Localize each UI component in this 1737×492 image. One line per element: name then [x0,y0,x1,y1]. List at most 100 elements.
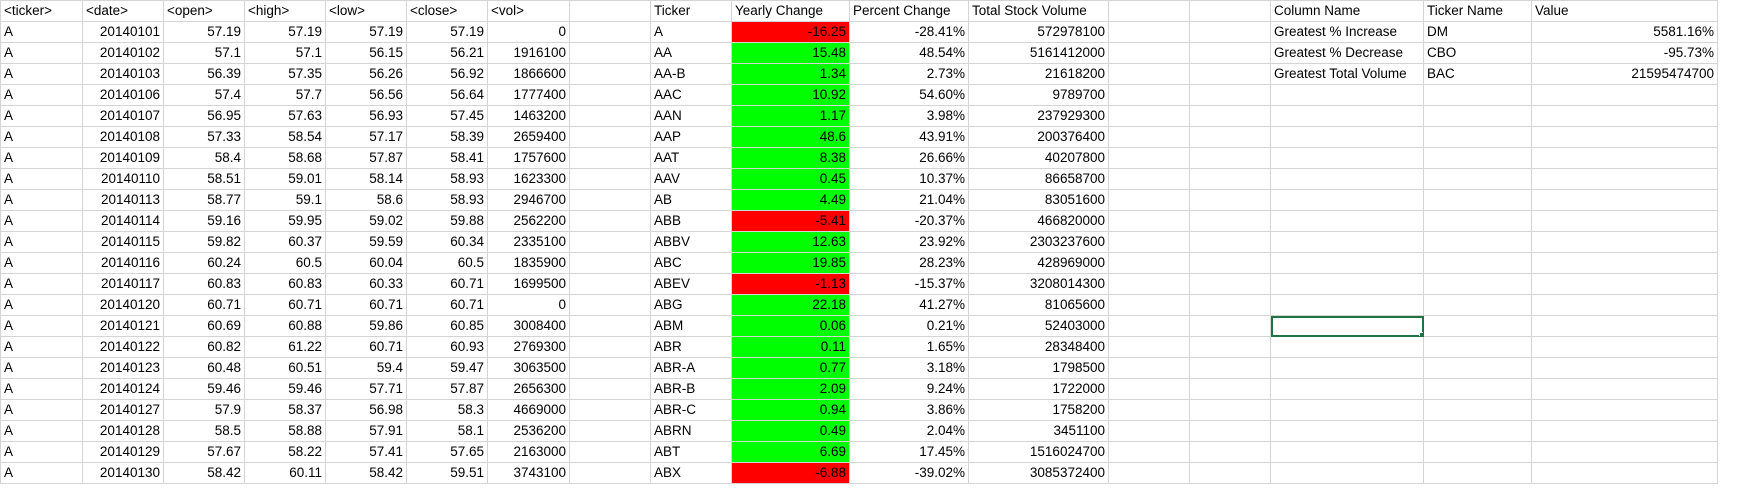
total-volume-cell[interactable]: 83051600 [968,189,1109,211]
raw-value-cell[interactable]: 1699500 [487,273,570,295]
empty-cell[interactable] [569,462,651,484]
raw-ticker-cell[interactable]: A [0,294,83,316]
raw-value-cell[interactable]: 20140127 [82,399,164,421]
greatest-value-cell[interactable]: 5581.16% [1531,21,1718,43]
summary-ticker-cell[interactable]: A [650,21,732,43]
empty-cell[interactable] [1423,315,1532,337]
raw-value-cell[interactable]: 2946700 [487,189,570,211]
raw-value-cell[interactable]: 60.69 [163,315,245,337]
raw-header-cell[interactable]: <vol> [487,0,570,22]
yearly-change-cell[interactable]: -1.13 [731,273,850,295]
raw-value-cell[interactable]: 20140109 [82,147,164,169]
raw-value-cell[interactable]: 0 [487,294,570,316]
empty-cell[interactable] [569,63,651,85]
empty-cell[interactable] [1270,357,1424,379]
summary-ticker-cell[interactable]: ABR-C [650,399,732,421]
raw-value-cell[interactable]: 20140128 [82,420,164,442]
raw-value-cell[interactable]: 1777400 [487,84,570,106]
yearly-change-cell[interactable]: 0.06 [731,315,850,337]
raw-value-cell[interactable]: 57.33 [163,126,245,148]
raw-value-cell[interactable]: 60.71 [325,294,407,316]
raw-ticker-cell[interactable]: A [0,189,83,211]
empty-cell[interactable] [1423,336,1532,358]
raw-header-cell[interactable]: <ticker> [0,0,83,22]
raw-value-cell[interactable]: 59.46 [244,378,326,400]
raw-header-cell[interactable]: <low> [325,0,407,22]
empty-cell[interactable] [1531,84,1718,106]
empty-cell[interactable] [1189,357,1271,379]
summary-ticker-cell[interactable]: AAC [650,84,732,106]
empty-cell[interactable] [569,441,651,463]
raw-value-cell[interactable]: 58.77 [163,189,245,211]
raw-value-cell[interactable]: 20140113 [82,189,164,211]
summary-ticker-cell[interactable]: AA-B [650,63,732,85]
empty-cell[interactable] [1423,147,1532,169]
summary-ticker-cell[interactable]: AA [650,42,732,64]
empty-cell[interactable] [1423,294,1532,316]
raw-value-cell[interactable]: 56.93 [325,105,407,127]
empty-cell[interactable] [1531,105,1718,127]
raw-value-cell[interactable]: 57.71 [325,378,407,400]
percent-change-cell[interactable]: 23.92% [849,231,969,253]
greatest-ticker-cell[interactable]: DM [1423,21,1532,43]
empty-cell[interactable] [1270,294,1424,316]
empty-cell[interactable] [569,399,651,421]
empty-cell[interactable] [1270,189,1424,211]
total-volume-cell[interactable]: 40207800 [968,147,1109,169]
summary-ticker-cell[interactable]: AAP [650,126,732,148]
raw-value-cell[interactable]: 57.87 [406,378,488,400]
raw-ticker-cell[interactable]: A [0,42,83,64]
greatest-header-cell[interactable]: Column Name [1270,0,1424,22]
raw-ticker-cell[interactable]: A [0,168,83,190]
raw-value-cell[interactable]: 60.71 [325,336,407,358]
raw-value-cell[interactable]: 57.45 [406,105,488,127]
empty-cell[interactable] [1531,420,1718,442]
percent-change-cell[interactable]: -20.37% [849,210,969,232]
empty-cell[interactable] [569,231,651,253]
total-volume-cell[interactable]: 2303237600 [968,231,1109,253]
empty-cell[interactable] [1189,0,1271,22]
raw-value-cell[interactable]: 60.34 [406,231,488,253]
empty-cell[interactable] [1531,147,1718,169]
raw-value-cell[interactable]: 60.93 [406,336,488,358]
raw-ticker-cell[interactable]: A [0,21,83,43]
raw-ticker-cell[interactable]: A [0,105,83,127]
yearly-change-cell[interactable]: -6.88 [731,462,850,484]
empty-cell[interactable] [1423,357,1532,379]
empty-cell[interactable] [1108,105,1190,127]
total-volume-cell[interactable]: 86658700 [968,168,1109,190]
empty-cell[interactable] [569,105,651,127]
yearly-change-cell[interactable]: 48.6 [731,126,850,148]
raw-ticker-cell[interactable]: A [0,126,83,148]
summary-ticker-cell[interactable]: ABG [650,294,732,316]
raw-value-cell[interactable]: 20140115 [82,231,164,253]
raw-value-cell[interactable]: 58.42 [163,462,245,484]
summary-header-cell[interactable]: Ticker [650,0,732,22]
yearly-change-cell[interactable]: 10.92 [731,84,850,106]
empty-cell[interactable] [1108,420,1190,442]
total-volume-cell[interactable]: 1758200 [968,399,1109,421]
raw-value-cell[interactable]: 57.35 [244,63,326,85]
empty-cell[interactable] [1189,441,1271,463]
greatest-value-cell[interactable]: -95.73% [1531,42,1718,64]
raw-value-cell[interactable]: 20140101 [82,21,164,43]
raw-value-cell[interactable]: 58.5 [163,420,245,442]
raw-value-cell[interactable]: 2656300 [487,378,570,400]
raw-value-cell[interactable]: 20140122 [82,336,164,358]
empty-cell[interactable] [1270,462,1424,484]
total-volume-cell[interactable]: 1798500 [968,357,1109,379]
yearly-change-cell[interactable]: 0.49 [731,420,850,442]
empty-cell[interactable] [1531,126,1718,148]
raw-header-cell[interactable]: <high> [244,0,326,22]
raw-value-cell[interactable]: 59.4 [325,357,407,379]
raw-value-cell[interactable]: 57.91 [325,420,407,442]
raw-value-cell[interactable]: 59.59 [325,231,407,253]
empty-cell[interactable] [569,273,651,295]
raw-value-cell[interactable]: 59.46 [163,378,245,400]
empty-cell[interactable] [1108,441,1190,463]
raw-value-cell[interactable]: 57.7 [244,84,326,106]
raw-value-cell[interactable]: 57.19 [163,21,245,43]
summary-header-cell[interactable]: Percent Change [849,0,969,22]
raw-value-cell[interactable]: 3008400 [487,315,570,337]
